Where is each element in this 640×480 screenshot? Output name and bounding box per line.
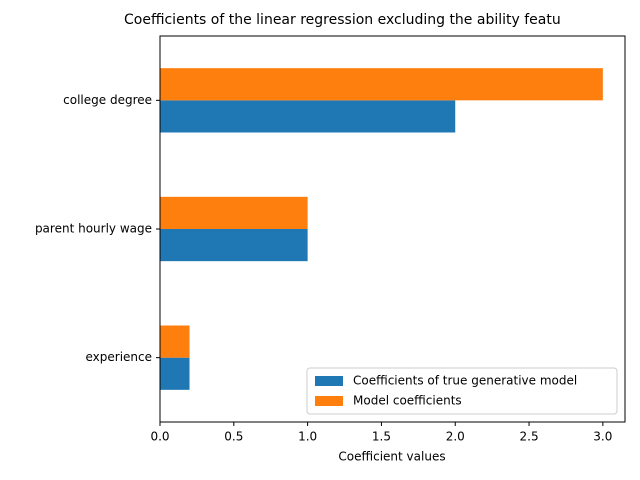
x-tick-label: 2.0 xyxy=(446,430,465,444)
legend-swatch xyxy=(315,376,343,386)
x-axis-label: Coefficient values xyxy=(338,450,445,464)
bar xyxy=(160,325,190,358)
bar xyxy=(160,229,308,262)
plot-frame xyxy=(159,35,626,423)
y-tick-label: college degree xyxy=(63,93,152,107)
x-tick-label: 1.5 xyxy=(372,430,391,444)
legend-label: Model coefficients xyxy=(353,394,462,408)
legend-box xyxy=(306,367,618,415)
legend-swatch xyxy=(315,396,343,406)
y-tick-label: parent hourly wage xyxy=(35,222,152,236)
bar xyxy=(160,196,308,229)
bar xyxy=(160,357,190,390)
bar xyxy=(160,100,456,133)
x-tick-label: 2.5 xyxy=(520,430,539,444)
x-tick-label: 1.0 xyxy=(298,430,317,444)
x-tick-label: 3.0 xyxy=(593,430,612,444)
x-tick-label: 0.0 xyxy=(150,430,169,444)
chart-title: Coefficients of the linear regression ex… xyxy=(124,12,561,28)
legend-label: Coefficients of true generative model xyxy=(353,374,577,388)
x-tick-label: 0.5 xyxy=(224,430,243,444)
y-tick-label: experience xyxy=(85,350,152,364)
bar xyxy=(160,68,603,101)
